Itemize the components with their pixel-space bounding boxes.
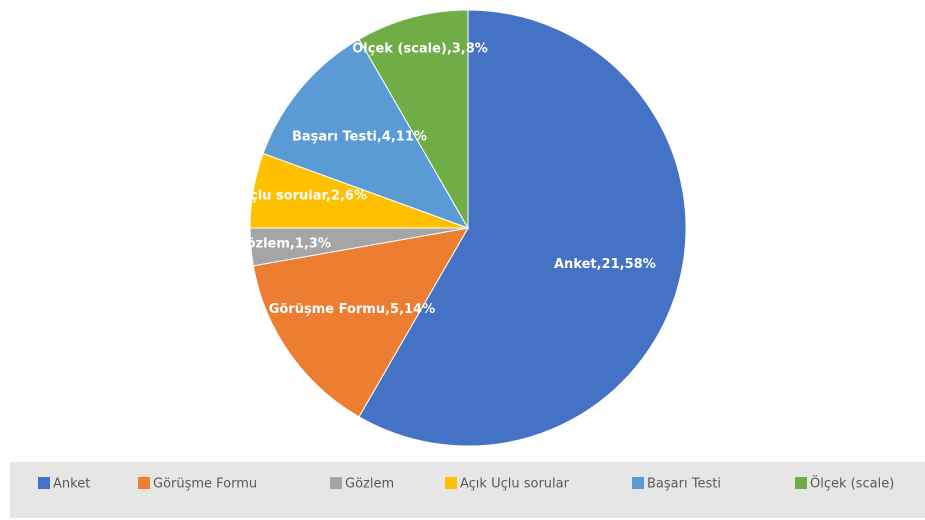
data-label: Başarı Testi,4,11% [292, 129, 427, 144]
legend-label: Ölçek (scale) [810, 475, 894, 492]
pie-slice [262, 38, 470, 229]
data-label: Gözlem,1,3% [236, 237, 331, 252]
data-label: Açık Uçlu sorular,2,6% [204, 188, 367, 203]
legend-swatch [138, 477, 150, 489]
pie-slice [358, 9, 687, 447]
legend-label: Görüşme Formu [153, 477, 257, 492]
data-label: Ölçek (scale),3,8% [352, 41, 488, 57]
legend-swatch [38, 477, 50, 489]
data-label: Görüşme Formu,5,14% [269, 302, 435, 317]
legend-label: Anket [53, 477, 90, 492]
legend-label: Açık Uçlu sorular [460, 477, 570, 492]
legend-swatch [330, 477, 342, 489]
legend-swatch [445, 477, 457, 489]
data-label: Anket,21,58% [554, 257, 656, 272]
legend-box [10, 462, 925, 518]
legend-label: Gözlem [345, 477, 394, 492]
legend-label: Başarı Testi [647, 477, 721, 492]
legend-swatch [795, 477, 807, 489]
pie-slice [358, 9, 469, 230]
pie-slice [252, 227, 469, 418]
legend-swatch [632, 477, 644, 489]
